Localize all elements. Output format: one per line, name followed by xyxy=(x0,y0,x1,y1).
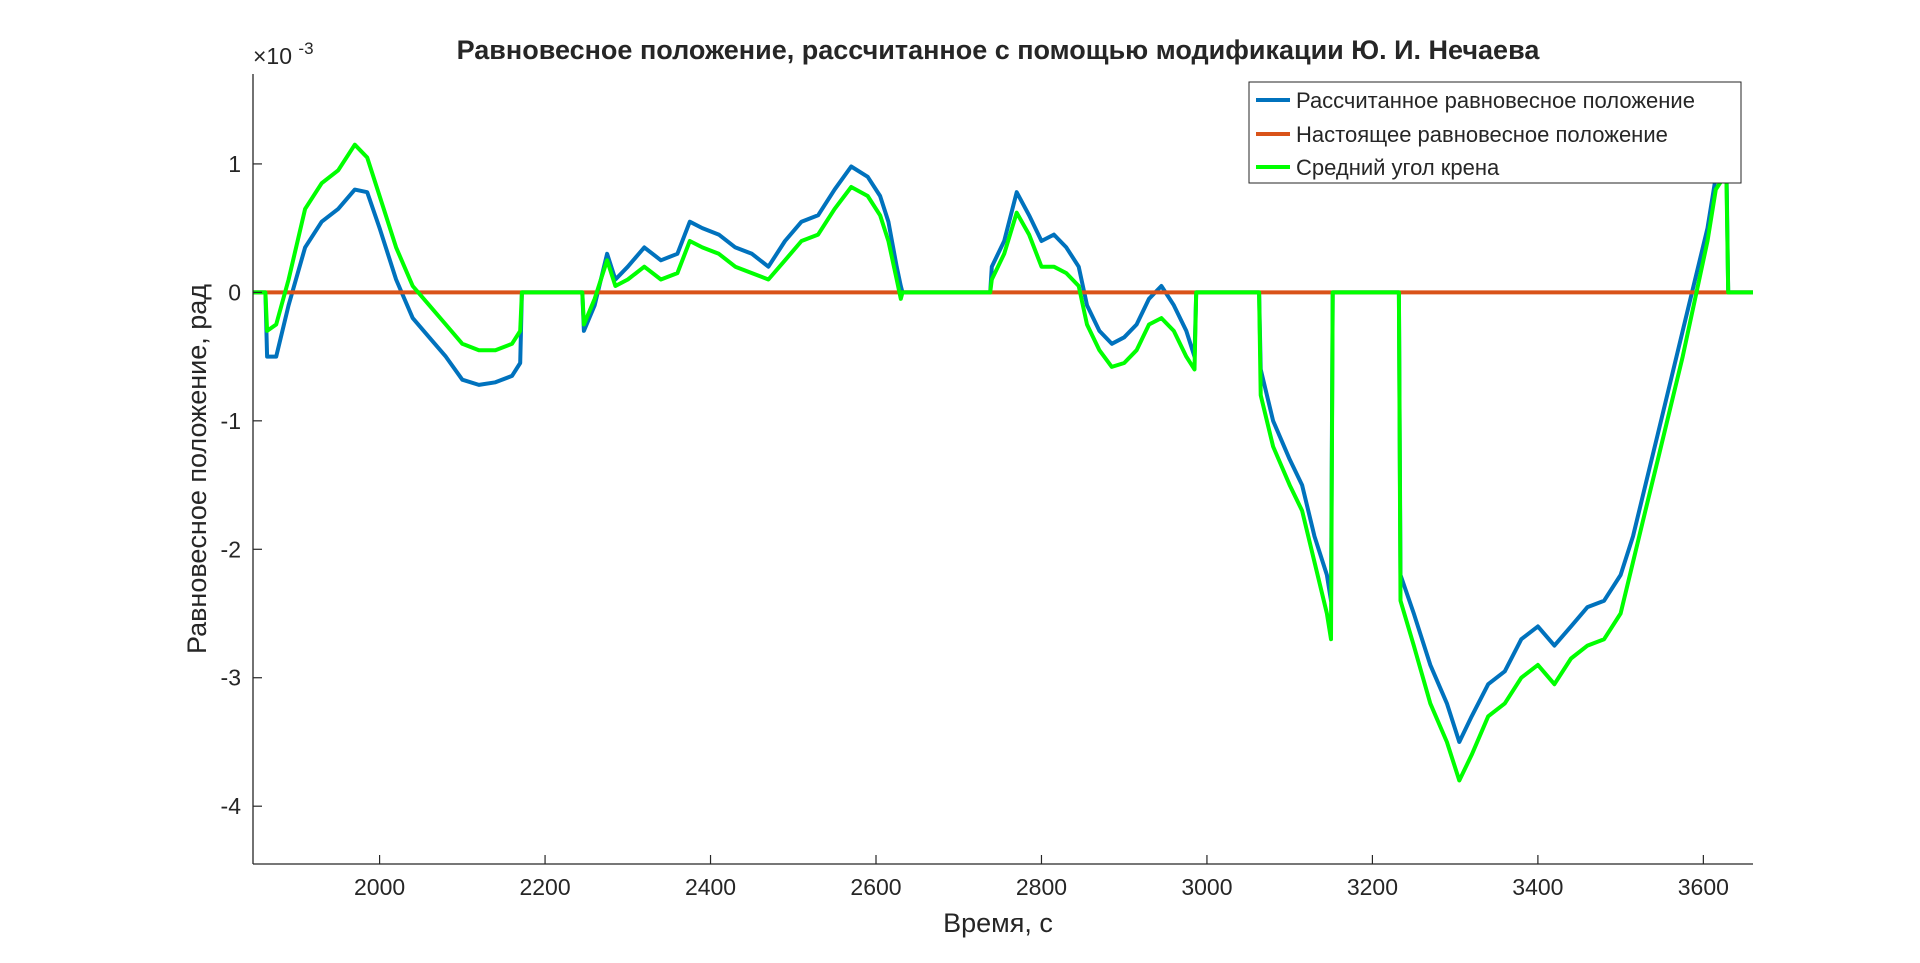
x-axis-label: Время, с xyxy=(943,908,1053,938)
series-line-calculated xyxy=(253,161,1753,744)
y-tick-label: -2 xyxy=(221,536,241,562)
x-tick-label: 2800 xyxy=(1016,874,1067,900)
x-tick-label: 3000 xyxy=(1181,874,1232,900)
y-tick-label: -4 xyxy=(221,793,242,819)
series-line-mean-roll xyxy=(253,142,1753,783)
legend: Рассчитанное равновесное положение Насто… xyxy=(1248,81,1742,184)
y-axis-label: Равновесное положение, рад xyxy=(182,284,212,654)
series-layer xyxy=(253,142,1753,783)
y-exponent-label: ×10 -3 xyxy=(253,39,314,69)
x-tick-label: 2200 xyxy=(519,874,570,900)
y-tick-label: -3 xyxy=(221,665,241,691)
legend-box xyxy=(1248,81,1742,184)
x-tick-label: 3400 xyxy=(1512,874,1563,900)
x-tick-label: 2400 xyxy=(685,874,736,900)
plot-area: 2000 2200 2400 2600 2800 3000 3200 3400 3600 -4-… xyxy=(221,74,1753,900)
y-exponent-power: -3 xyxy=(298,39,313,58)
x-tick-label: 3600 xyxy=(1678,874,1729,900)
y-exponent-base: ×10 xyxy=(253,43,292,69)
x-tick-label: 3200 xyxy=(1347,874,1398,900)
y-tick-label: -1 xyxy=(221,408,241,434)
y-tick-label: 1 xyxy=(228,151,241,177)
legend-label-mean-roll: Средний угол крена xyxy=(1296,155,1500,180)
chart-title: Равновесное положение, рассчитанное с по… xyxy=(457,35,1541,65)
x-tick-label: 2000 xyxy=(354,874,405,900)
plot-background xyxy=(253,74,1753,864)
y-tick-label: 0 xyxy=(228,279,241,305)
x-axis-ticks: 2000 2200 2400 2600 2800 3000 3200 3400 3600 xyxy=(354,855,1729,900)
legend-label-calculated: Рассчитанное равновесное положение xyxy=(1296,88,1695,113)
x-tick-label: 2600 xyxy=(850,874,901,900)
y-axis-ticks: -4 -3 -2 -1 0 1 xyxy=(221,151,262,819)
legend-label-true: Настоящее равновесное положение xyxy=(1296,122,1668,147)
